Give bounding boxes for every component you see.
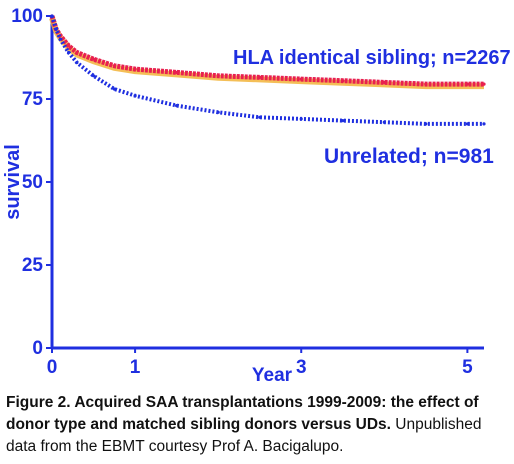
caption-bold: Figure 2. Acquired SAA transplantations … [6, 394, 479, 433]
y-axis-label: survival [2, 144, 24, 220]
series-point [299, 117, 303, 121]
series-point [258, 75, 262, 79]
series-point [216, 110, 220, 114]
series-point [112, 87, 116, 91]
y-tick-label: 75 [22, 89, 44, 110]
series-point [175, 70, 179, 74]
series-point [341, 79, 345, 83]
series-point [67, 44, 71, 48]
y-tick-label: 0 [32, 338, 43, 359]
x-tick-label: 1 [130, 357, 141, 378]
series-point [424, 122, 428, 126]
series-point [58, 37, 62, 41]
series-point [133, 94, 137, 98]
x-tick-label: 3 [296, 357, 307, 378]
y-tick-label: 25 [22, 255, 44, 276]
series-point [482, 82, 486, 86]
tick-layer: 0 25 50 75 100 0 1 3 5 [11, 6, 473, 378]
series-point [341, 119, 345, 123]
series-point [216, 74, 220, 78]
x-tick-label: 0 [47, 357, 58, 378]
series-point [75, 50, 79, 55]
figure-caption: Figure 2. Acquired SAA transplantations … [6, 392, 510, 458]
series-point [175, 104, 179, 108]
series-point [75, 60, 79, 65]
series-point [112, 64, 116, 68]
series-point [258, 115, 262, 119]
series-point [465, 122, 469, 126]
series-point [67, 50, 71, 55]
series-point [91, 57, 96, 61]
series-line-hla-sibling [49, 15, 484, 87]
annotation-hla-sibling: HLA identical sibling; n=2267 [233, 47, 511, 69]
x-axis-label: Year [252, 365, 293, 384]
series-point [299, 77, 303, 81]
survival-chart: 0 25 50 75 100 0 1 3 5 Year survival HLA identic… [2, 6, 511, 384]
series-point [133, 67, 137, 71]
caption-normal: Unpublished data from the EBMT courtesy … [6, 416, 482, 455]
series-point [54, 27, 58, 31]
series-layer [49, 14, 486, 126]
series-point [465, 82, 469, 86]
y-tick-label: 100 [11, 6, 43, 27]
series-point [91, 74, 96, 78]
x-tick-label: 5 [462, 357, 473, 378]
series-point [382, 120, 386, 124]
series-point [424, 82, 428, 86]
series-point [482, 122, 486, 126]
series-point [382, 80, 386, 84]
y-tick-label: 50 [22, 172, 43, 193]
annotation-unrelated: Unrelated; n=981 [324, 145, 494, 168]
